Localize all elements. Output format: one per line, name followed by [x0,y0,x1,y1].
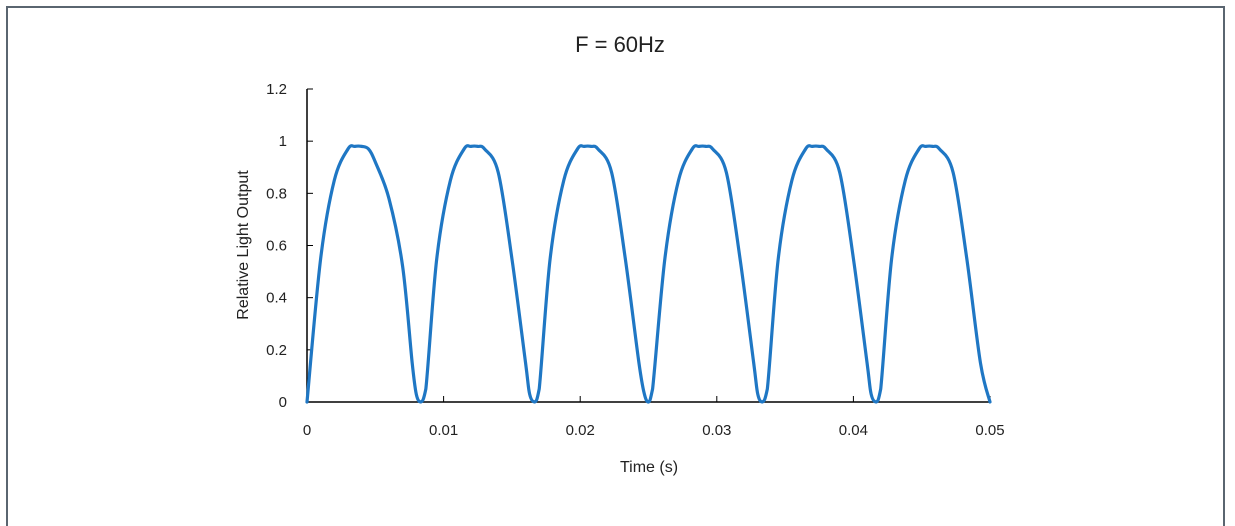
line-chart: F = 60Hz Time (s) Relative Light Output … [235,32,1005,476]
x-tick-label: 0.03 [702,422,731,439]
x-tick-label: 0.01 [429,422,458,439]
y-tick-label: 0.8 [266,185,287,202]
y-axis-label: Relative Light Output [235,170,252,320]
y-tick-label: 1 [279,133,287,150]
series-line [305,144,992,404]
axes [306,88,991,403]
tick-labels: 0 0.2 0.4 0.6 0.8 1 1.2 0 0.01 0.02 0.03 0.04 0.05 [266,81,1004,439]
y-tick-label: 1.2 [266,81,287,98]
y-tick-label: 0 [279,394,287,411]
x-tick-label: 0.04 [839,422,868,439]
x-tick-label: 0 [303,422,311,439]
y-tick-label: 0.4 [266,290,287,307]
series-group [305,144,992,404]
y-tick-label: 0.2 [266,342,287,359]
x-tick-label: 0.02 [566,422,595,439]
x-tick-label: 0.05 [975,422,1004,439]
x-axis-label: Time (s) [620,459,678,476]
chart-title: F = 60Hz [575,32,665,57]
y-tick-label: 0.6 [266,238,287,255]
chart-frame [6,6,1225,526]
